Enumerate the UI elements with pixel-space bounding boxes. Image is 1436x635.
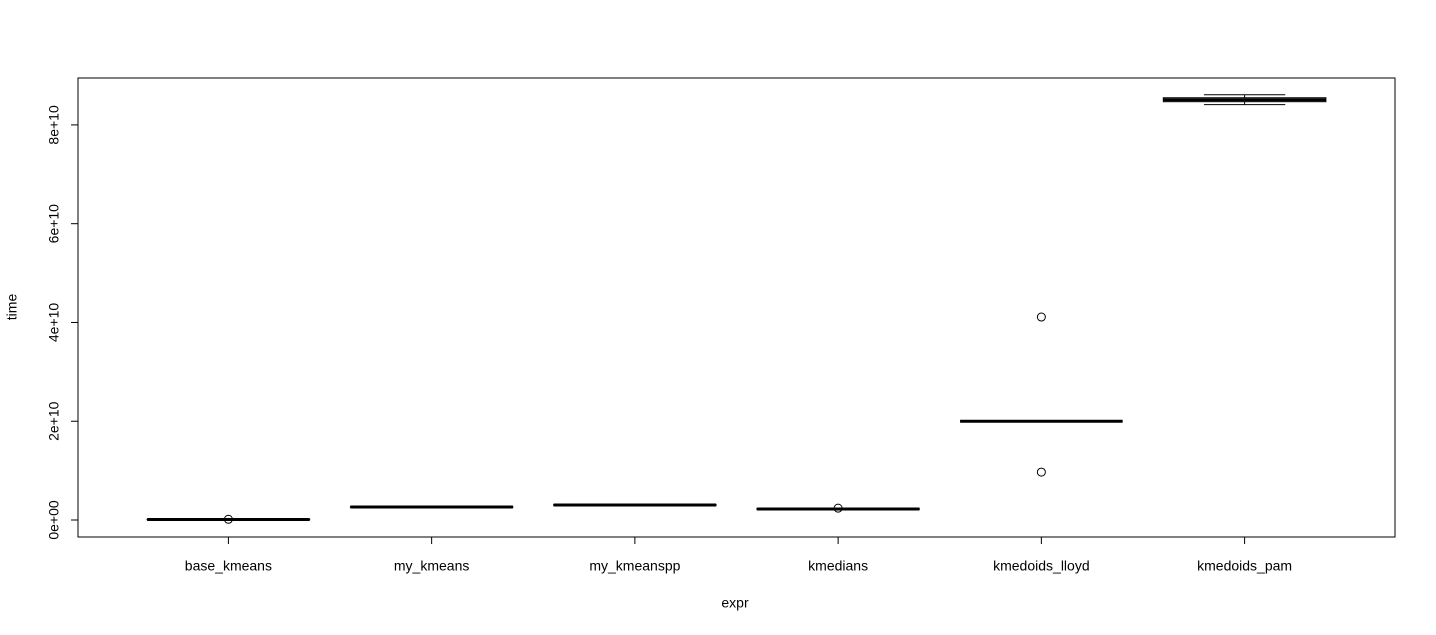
outlier [1036,312,1046,322]
y-tick-label: 4e+10 [46,303,62,343]
outlier [1036,467,1046,477]
x-tick-label: kmedians [808,558,868,574]
x-tick-label: my_kmeanspp [589,558,680,574]
outlier [833,503,843,513]
y-tick-label: 2e+10 [46,401,62,441]
x-axis-label: expr [721,595,749,611]
y-tick-label: 6e+10 [46,204,62,244]
x-tick-label: kmedoids_pam [1197,558,1292,574]
plot-frame [77,77,1396,538]
x-tick-label: my_kmeans [394,558,469,574]
y-tick-label: 0e+00 [46,500,62,540]
y-tick-label: 8e+10 [46,105,62,145]
y-axis-label: time [4,294,20,321]
x-tick-label: kmedoids_lloyd [993,558,1090,574]
x-tick-label: base_kmeans [185,558,272,574]
outlier [223,514,233,524]
